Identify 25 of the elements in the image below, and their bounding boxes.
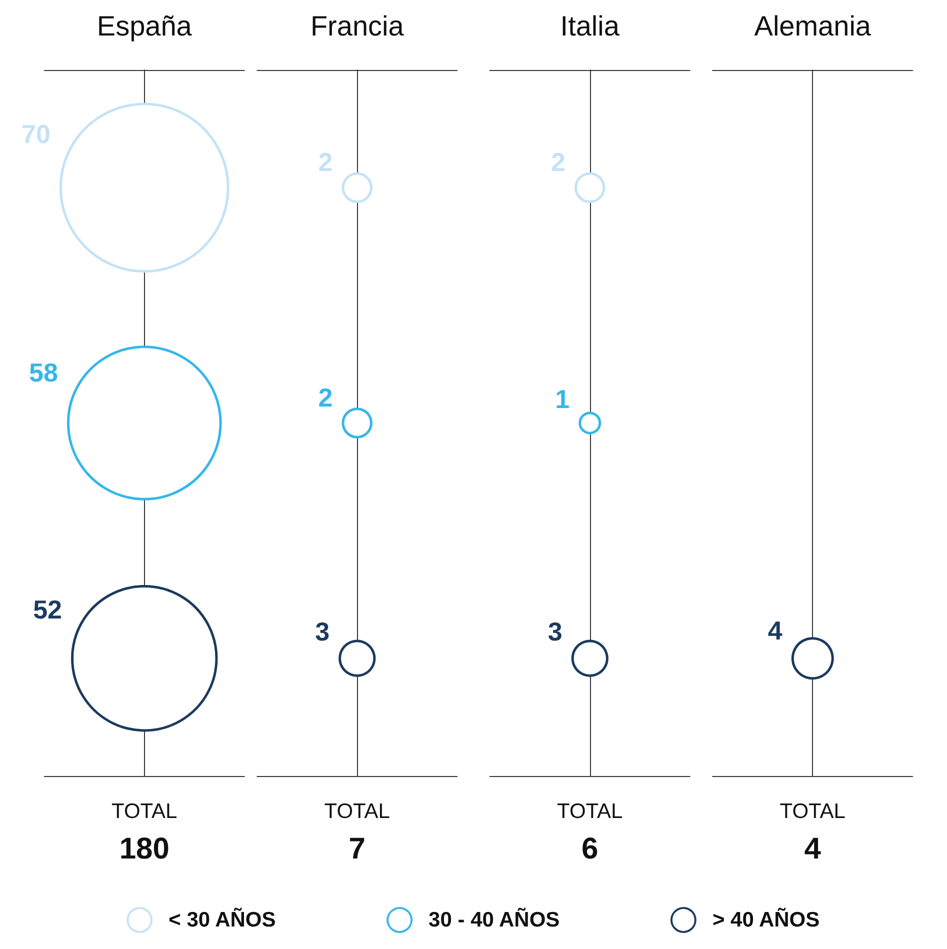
category-label: Italia	[560, 10, 620, 42]
data-label: 1	[555, 384, 570, 414]
legend-label: 30 - 40 AÑOS	[428, 908, 560, 932]
data-label: 3	[315, 616, 330, 646]
legend-label: > 40 AÑOS	[712, 908, 820, 932]
data-label: 58	[29, 358, 58, 388]
data-label: 52	[33, 594, 62, 624]
text: TOTAL	[324, 800, 390, 823]
text: 7	[348, 832, 366, 866]
data-label: 2	[551, 147, 566, 178]
text: TOTAL	[557, 800, 623, 823]
text: TOTAL	[780, 800, 846, 823]
data-label: 2	[318, 147, 333, 178]
text: TOTAL	[112, 800, 178, 823]
data-label: 2	[318, 382, 333, 412]
category-label: España	[96, 10, 192, 42]
data-label: 3	[548, 616, 562, 646]
data-label: 70	[22, 119, 50, 150]
category-label: Alemania	[754, 10, 872, 42]
text: 4	[804, 832, 821, 866]
category-label: Francia	[310, 10, 404, 42]
text: 6	[582, 832, 598, 866]
data-label: 4	[768, 615, 783, 646]
legend-label: < 30 AÑOS	[168, 908, 276, 932]
text: 180	[119, 832, 170, 866]
